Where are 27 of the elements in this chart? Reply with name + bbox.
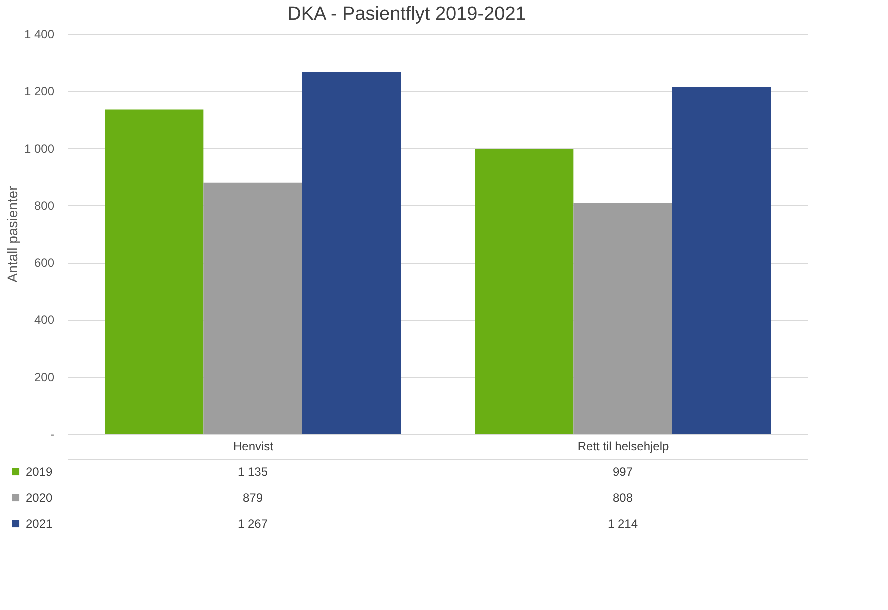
legend-label: 2020 bbox=[26, 491, 54, 505]
y-axis-title: Antall pasienter bbox=[4, 186, 20, 283]
x-tick-label: Rett til helsehjelp bbox=[578, 440, 670, 454]
data-label: 1 135 bbox=[238, 465, 268, 479]
legend-label: 2019 bbox=[26, 465, 54, 479]
bar bbox=[672, 87, 771, 434]
data-label: 1 214 bbox=[608, 517, 638, 531]
y-tick-label: 600 bbox=[34, 256, 55, 270]
data-label: 1 267 bbox=[238, 517, 268, 531]
y-tick-label: - bbox=[50, 428, 54, 442]
y-tick-label: 400 bbox=[34, 313, 55, 328]
y-tick-label: 1 400 bbox=[24, 28, 55, 42]
y-tick-label: 1 000 bbox=[24, 142, 55, 156]
data-label: 997 bbox=[612, 465, 634, 479]
bar bbox=[302, 72, 401, 434]
bar bbox=[204, 182, 302, 434]
legend-label: 2021 bbox=[26, 517, 54, 531]
data-label: 808 bbox=[612, 491, 634, 505]
y-tick-label: 800 bbox=[34, 198, 55, 213]
y-tick-label: 1 200 bbox=[24, 84, 55, 99]
y-tick-label: 200 bbox=[34, 370, 55, 384]
data-label: 879 bbox=[242, 491, 264, 505]
bar bbox=[475, 149, 574, 434]
x-tick-label: Henvist bbox=[233, 440, 274, 454]
bar bbox=[105, 110, 204, 434]
bar bbox=[574, 203, 672, 434]
chart-title: DKA - Pasientflyt 2019-2021 bbox=[288, 4, 526, 25]
